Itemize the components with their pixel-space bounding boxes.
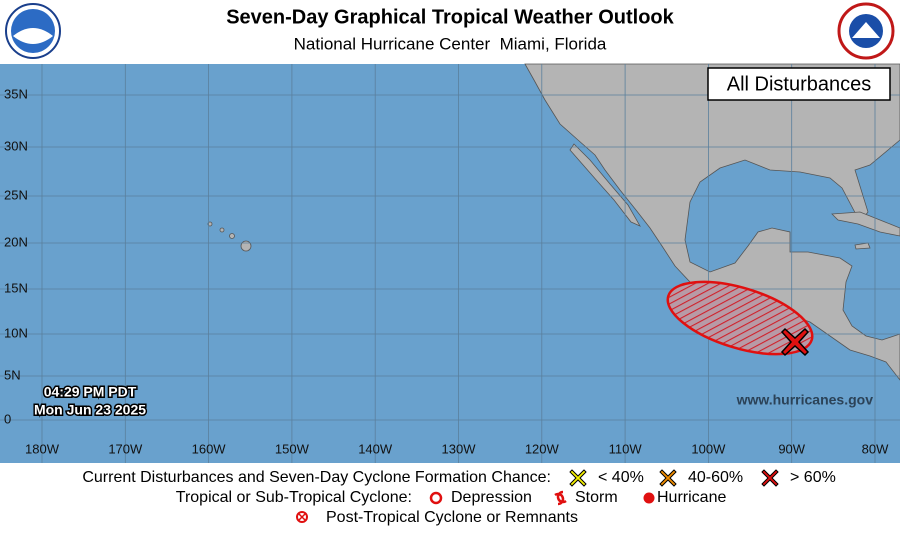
legend-heading: Current Disturbances and Seven-Day Cyclo… — [82, 469, 551, 486]
longitude-label: 170W — [108, 441, 143, 456]
depression-icon — [429, 491, 443, 505]
longitude-label: 150W — [275, 441, 310, 456]
timestamp-date: Mon Jun 23 2025 — [34, 402, 146, 418]
longitude-label: 160W — [192, 441, 227, 456]
legend-high: > 60% — [790, 469, 836, 486]
longitude-label: 180W — [25, 441, 60, 456]
legend-post-tropical: Post-Tropical Cyclone or Remnants — [326, 509, 578, 526]
latitude-label: 20N — [4, 234, 28, 249]
longitude-label: 100W — [691, 441, 726, 456]
legend-low: < 40% — [598, 469, 644, 486]
title: Seven-Day Graphical Tropical Weather Out… — [226, 6, 674, 28]
longitude-label: 80W — [862, 441, 889, 456]
website[interactable]: www.hurricanes.gov — [736, 392, 874, 408]
nws-logo — [837, 2, 895, 60]
hurricane-icon — [643, 492, 655, 504]
legend-medium: 40-60% — [688, 469, 743, 486]
longitude-label: 140W — [358, 441, 393, 456]
subtitle: National Hurricane Center Miami, Florida — [294, 34, 607, 53]
post-tropical-cross — [298, 513, 306, 521]
noaa-logo — [5, 3, 61, 59]
latitude-label: 15N — [4, 280, 28, 295]
cyclone-heading: Tropical or Sub-Tropical Cyclone: — [176, 489, 412, 506]
latitude-label: 25N — [4, 187, 28, 202]
medium-icon — [659, 469, 677, 487]
latitude-label: 30N — [4, 138, 28, 153]
longitude-label: 130W — [442, 441, 477, 456]
longitude-label: 90W — [778, 441, 805, 456]
header — [0, 0, 900, 64]
land — [207, 63, 900, 381]
timestamp-time: 04:29 PM PDT — [44, 384, 137, 400]
legend: Current Disturbances and Seven-Day Cyclo… — [82, 469, 835, 526]
longitude-label: 110W — [609, 441, 643, 456]
longitude-label: 120W — [525, 441, 560, 456]
low-icon — [569, 469, 587, 487]
high-icon — [761, 469, 779, 487]
latitude-label: 10N — [4, 325, 28, 340]
map: 35N 30N 25N 20N 15N 10N 5N 0 180W 170W 160W 150W 140… — [0, 63, 900, 463]
legend-depression: Depression — [451, 489, 532, 506]
disturbance-marker[interactable] — [780, 327, 810, 357]
latitude-label: 5N — [4, 367, 21, 382]
latitude-label: 0 — [4, 411, 11, 426]
graticule: 35N 30N 25N 20N 15N 10N 5N 0 180W 170W 160W 150W 140… — [0, 64, 900, 463]
panel-label: All Disturbances — [727, 73, 872, 95]
panel-label-box — [707, 67, 891, 101]
legend-hurricane: Hurricane — [657, 489, 726, 506]
legend-storm: Storm — [575, 489, 618, 506]
latitude-label: 35N — [4, 86, 28, 101]
storm-icon — [554, 490, 567, 506]
disturbance-area[interactable] — [660, 267, 821, 368]
